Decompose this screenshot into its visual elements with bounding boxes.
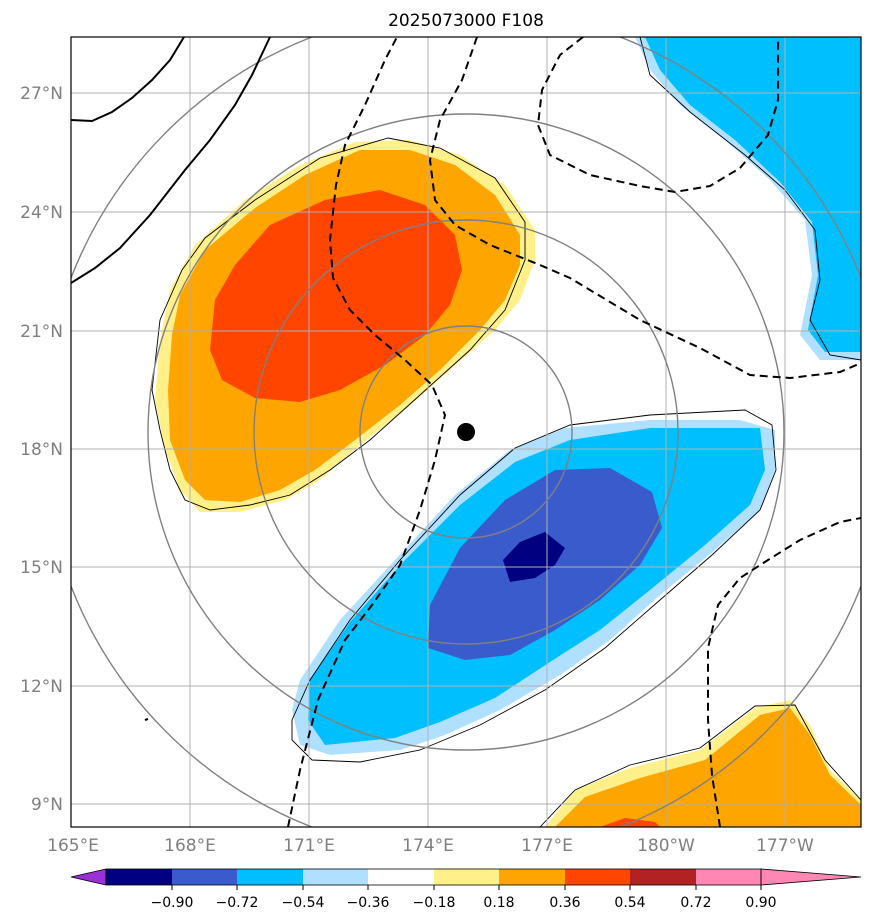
lon-label-168e: 168°E — [164, 836, 216, 856]
colorbar-tick-label: 0.36 — [549, 895, 580, 911]
lat-label-15n: 15°N — [20, 558, 63, 578]
colorbar: −0.90 −0.72 −0.54 −0.36 −0.18 0.18 0.36 … — [70, 868, 862, 911]
colorbar-ticks — [171, 885, 762, 890]
colorbar-tick-label: −0.36 — [347, 895, 390, 911]
storm-center-marker — [457, 423, 475, 441]
lat-label-18n: 18°N — [20, 440, 63, 460]
colorbar-tick-label: −0.54 — [282, 895, 325, 911]
colorbar-tick-label: −0.90 — [151, 895, 194, 911]
range-ring-3 — [147, 113, 785, 751]
lat-label-9n: 9°N — [31, 795, 63, 815]
lat-gridlines — [71, 92, 861, 805]
lat-label-27n: 27°N — [20, 84, 63, 104]
lat-label-21n: 21°N — [20, 322, 63, 342]
map-frame — [70, 36, 862, 828]
colorbar-bin — [172, 869, 237, 885]
range-rings — [71, 37, 861, 827]
colorbar-bin — [303, 869, 368, 885]
colorbar-bin — [499, 869, 565, 885]
range-ring-1 — [359, 325, 573, 539]
colorbar-bin — [368, 869, 434, 885]
map-area — [71, 37, 861, 827]
lon-label-177e: 177°E — [521, 836, 573, 856]
colorbar-bin — [696, 869, 761, 885]
lon-label-180w: 180°W — [637, 836, 695, 856]
colorbar-bin — [237, 869, 303, 885]
colorbar-bin — [565, 869, 630, 885]
lat-label-12n: 12°N — [20, 677, 63, 697]
colorbar-tick-label: 0.54 — [614, 895, 645, 911]
northeast-negative-036 — [645, 37, 861, 352]
colorbar-tick-label: 0.18 — [483, 895, 514, 911]
dashed-contours — [287, 37, 861, 827]
lat-label-24n: 24°N — [20, 203, 63, 223]
colorbar-bin — [630, 869, 696, 885]
lon-label-165e: 165°E — [47, 836, 99, 856]
colorbar-extend-low — [70, 868, 107, 886]
negative-anomaly-072 — [503, 532, 565, 582]
lon-label-177w: 177°W — [756, 836, 814, 856]
range-ring-2 — [253, 219, 679, 645]
colorbar-bin — [106, 869, 172, 885]
lat-labels: 27°N 24°N 21°N 18°N 15°N 12°N 9°N — [20, 84, 63, 815]
lon-label-171e: 171°E — [283, 836, 335, 856]
colorbar-extend-high — [760, 868, 862, 886]
colorbar-tick-label: −0.72 — [216, 895, 259, 911]
solid-contours — [71, 37, 271, 721]
map-title: 2025073000 F108 — [388, 11, 544, 31]
colorbar-tick-label: −0.18 — [413, 895, 456, 911]
colorbar-tick-label: 0.90 — [745, 895, 776, 911]
lon-labels: 165°E 168°E 171°E 174°E 177°E 180°W 177°… — [47, 836, 814, 856]
lon-gridlines — [189, 37, 786, 827]
colorbar-bin — [434, 869, 499, 885]
colorbar-tick-label: 0.72 — [680, 895, 711, 911]
lon-label-174e: 174°E — [402, 836, 454, 856]
